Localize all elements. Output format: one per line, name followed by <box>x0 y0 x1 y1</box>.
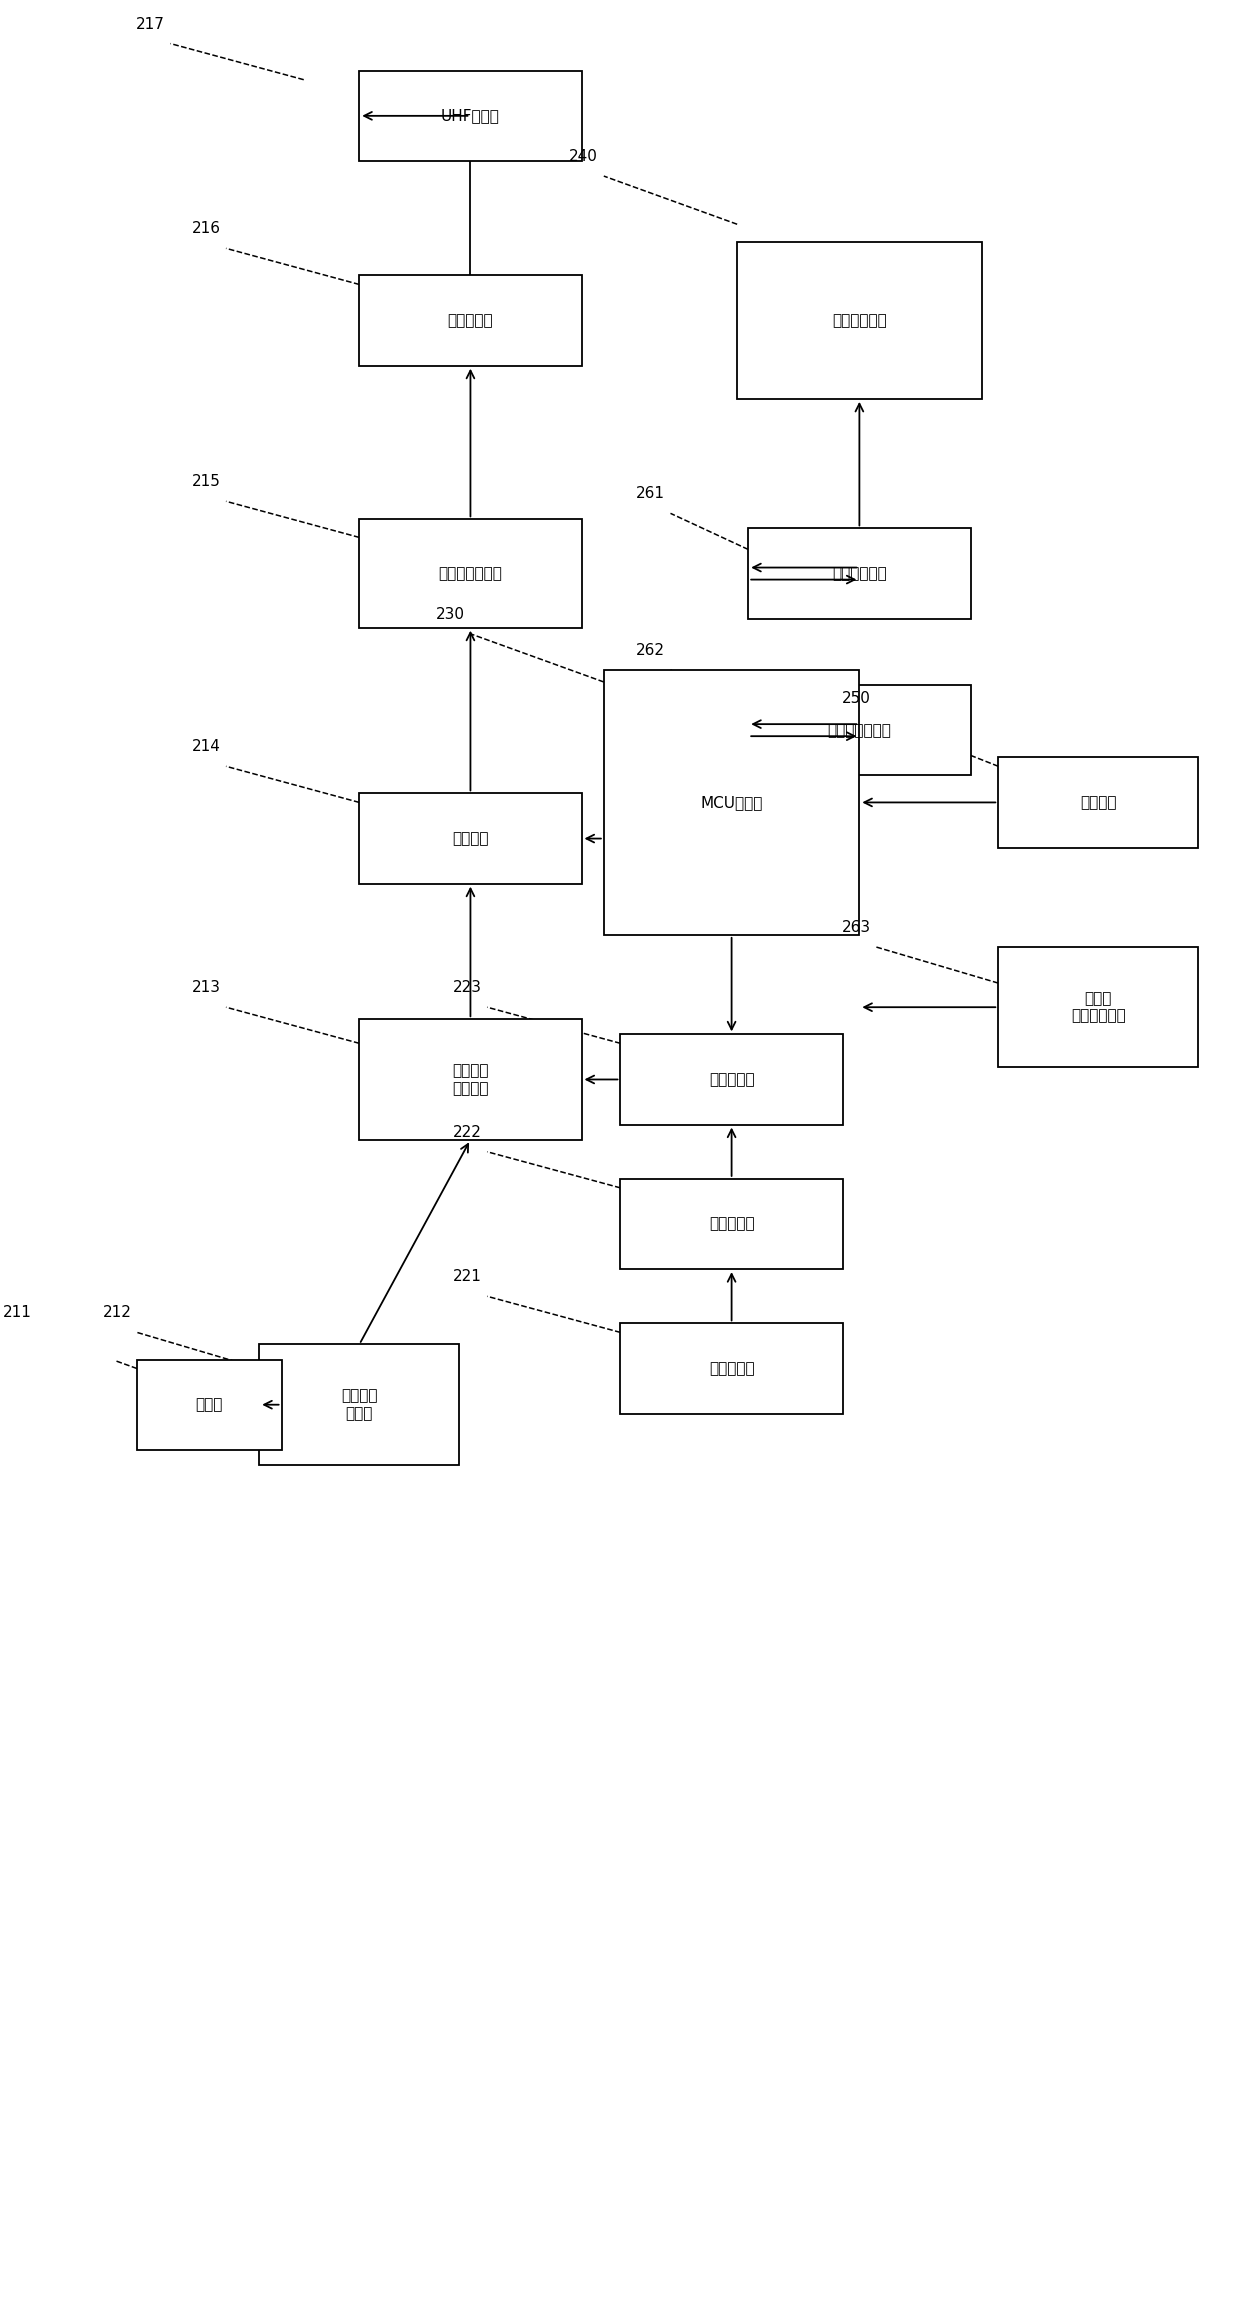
Text: 250: 250 <box>842 692 870 706</box>
FancyBboxPatch shape <box>604 671 859 936</box>
FancyBboxPatch shape <box>737 241 982 399</box>
FancyBboxPatch shape <box>998 757 1198 848</box>
FancyBboxPatch shape <box>748 685 971 776</box>
Text: 导频调制器: 导频调制器 <box>709 1217 754 1231</box>
FancyBboxPatch shape <box>620 1324 843 1414</box>
Text: 223: 223 <box>453 980 481 996</box>
Text: 230: 230 <box>436 606 465 622</box>
Text: 221: 221 <box>453 1270 481 1284</box>
Text: 211: 211 <box>2 1305 31 1321</box>
Text: 通带滤波器: 通带滤波器 <box>709 1073 754 1087</box>
Text: 240: 240 <box>569 149 598 165</box>
Text: 215: 215 <box>191 474 221 490</box>
FancyBboxPatch shape <box>360 520 582 627</box>
Text: MCU发射器: MCU发射器 <box>701 794 763 810</box>
FancyBboxPatch shape <box>620 1033 843 1124</box>
FancyBboxPatch shape <box>138 1361 281 1449</box>
FancyBboxPatch shape <box>998 947 1198 1068</box>
Text: 263: 263 <box>842 920 870 936</box>
Text: 261: 261 <box>636 485 665 502</box>
Text: UHF输出口: UHF输出口 <box>441 109 500 123</box>
Text: 锁相电路: 锁相电路 <box>453 831 489 845</box>
Text: 222: 222 <box>453 1124 481 1140</box>
FancyBboxPatch shape <box>259 1344 459 1465</box>
Text: 213: 213 <box>191 980 221 996</box>
FancyBboxPatch shape <box>360 70 582 160</box>
Text: 调制信号
混合电路: 调制信号 混合电路 <box>453 1063 489 1096</box>
Text: 发射侧
红外线接收器: 发射侧 红外线接收器 <box>1071 991 1126 1024</box>
Text: 212: 212 <box>103 1305 131 1321</box>
Text: 第二射频芯片: 第二射频芯片 <box>832 313 887 327</box>
Text: 射频功率放大器: 射频功率放大器 <box>439 567 502 580</box>
Text: 发射侧显示屏: 发射侧显示屏 <box>832 567 887 580</box>
FancyBboxPatch shape <box>620 1180 843 1270</box>
Text: 发射侧开关按鈕: 发射侧开关按鈕 <box>827 722 892 738</box>
Text: 拾音头: 拾音头 <box>196 1398 223 1412</box>
FancyBboxPatch shape <box>360 1019 582 1140</box>
Text: 导频振荡器: 导频振荡器 <box>709 1361 754 1377</box>
Text: 217: 217 <box>136 16 165 33</box>
Text: 静音电路: 静音电路 <box>1080 794 1116 810</box>
Text: 262: 262 <box>636 643 665 657</box>
Text: 216: 216 <box>191 221 221 237</box>
Text: 音频放大
压缩器: 音频放大 压缩器 <box>341 1389 377 1421</box>
FancyBboxPatch shape <box>360 276 582 367</box>
FancyBboxPatch shape <box>748 529 971 618</box>
FancyBboxPatch shape <box>360 794 582 885</box>
Text: 214: 214 <box>191 738 221 755</box>
Text: 低通滤波器: 低通滤波器 <box>448 313 494 327</box>
